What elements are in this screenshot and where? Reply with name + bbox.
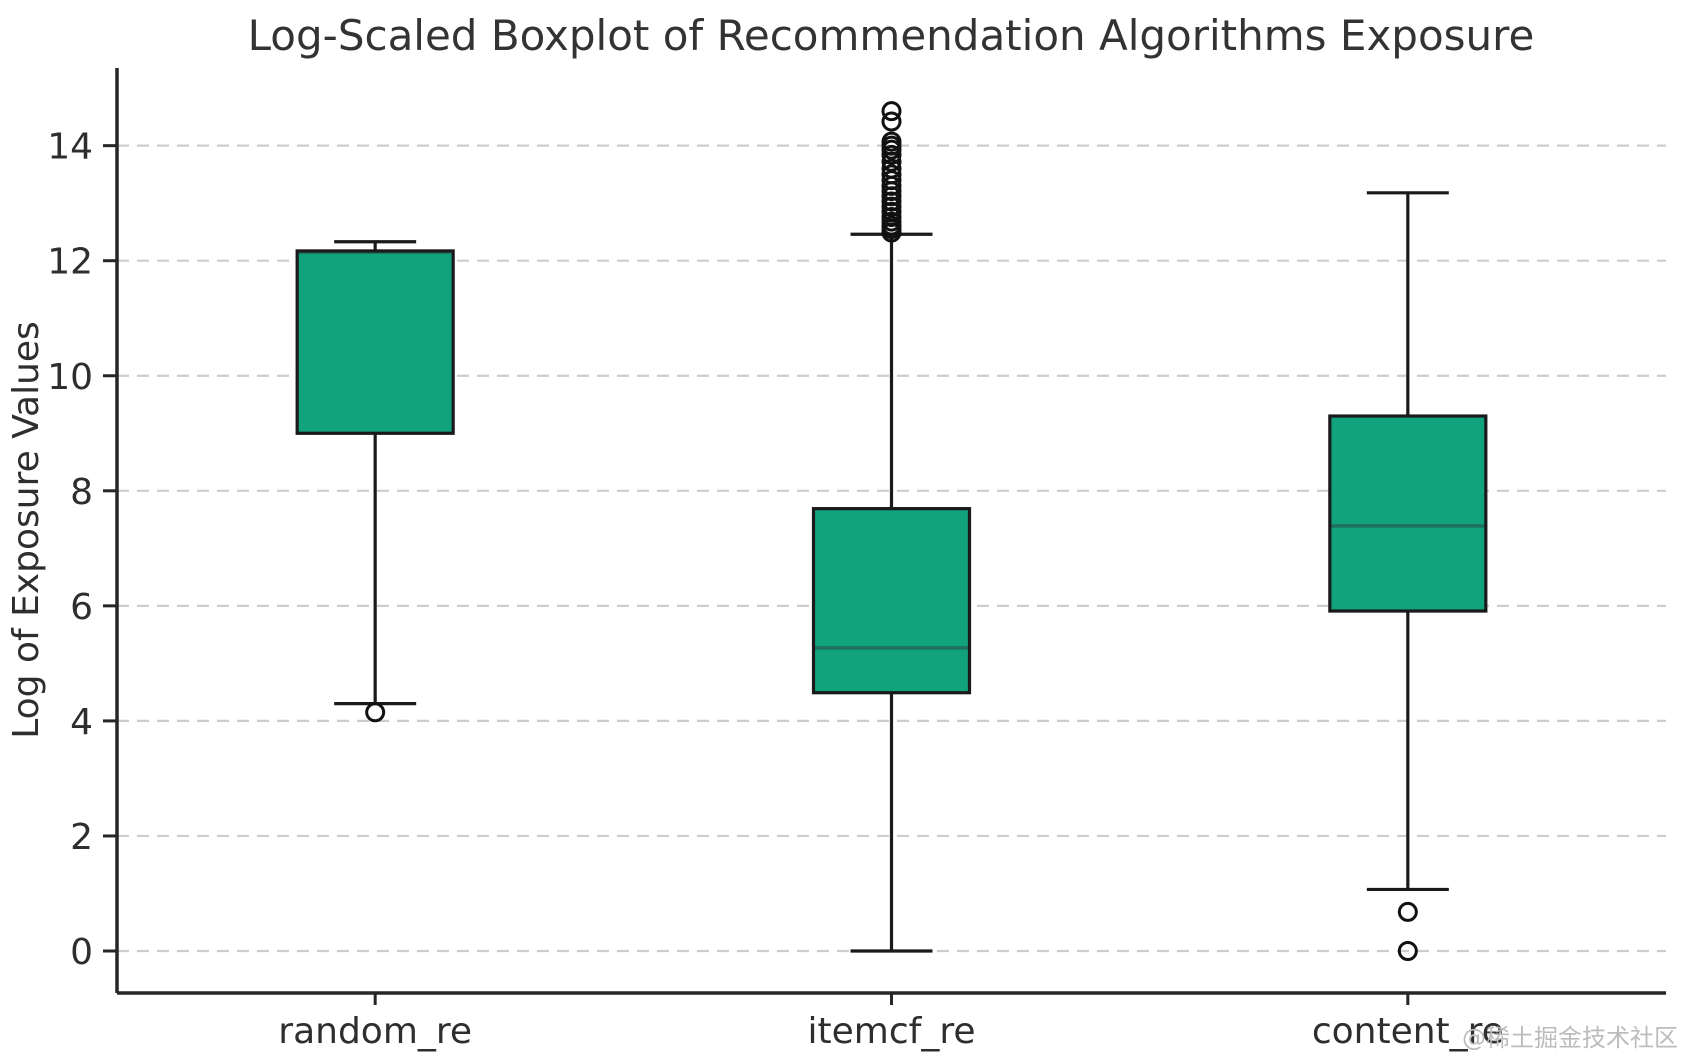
y-tick-label: 8 [70, 472, 93, 513]
outlier-point [1397, 901, 1418, 922]
chart-title: Log-Scaled Boxplot of Recommendation Alg… [248, 11, 1535, 60]
outlier-point [881, 111, 902, 132]
y-tick-label: 12 [47, 242, 93, 283]
y-axis-title: Log of Exposure Values [6, 321, 47, 739]
boxplot-random_re [295, 240, 455, 723]
outlier-point [365, 702, 386, 723]
outlier-point [881, 164, 902, 185]
box-outline [1328, 414, 1488, 613]
y-tick-label: 4 [70, 702, 93, 743]
x-tick-label: content_re [1312, 1011, 1504, 1052]
box [1329, 416, 1486, 612]
box-outline [295, 249, 455, 435]
outlier-point [881, 131, 902, 152]
axis-layer [103, 68, 1666, 1005]
outlier-point [1397, 941, 1418, 962]
labels-layer: 0 2 4 6 8 10 12 14 random_re itemcf_re content_re [47, 127, 1504, 1052]
y-tick-label: 2 [70, 817, 93, 858]
boxplot-itemcf_re [811, 101, 972, 953]
boxplot-content_re [1328, 191, 1488, 962]
y-tick-label: 0 [70, 932, 93, 973]
watermark: @稀土掘金技术社区 [1462, 1024, 1678, 1052]
y-tick-label: 6 [70, 587, 93, 628]
y-tick-label: 14 [47, 127, 93, 168]
outlier-point [881, 101, 902, 122]
x-tick-label: random_re [278, 1011, 472, 1052]
y-tick-label: 10 [47, 357, 93, 398]
box [297, 250, 454, 434]
x-tick-label: itemcf_re [808, 1011, 976, 1052]
box [813, 508, 970, 693]
outlier-point [881, 158, 902, 179]
data-layer [295, 101, 1488, 962]
box-outline [811, 507, 972, 695]
